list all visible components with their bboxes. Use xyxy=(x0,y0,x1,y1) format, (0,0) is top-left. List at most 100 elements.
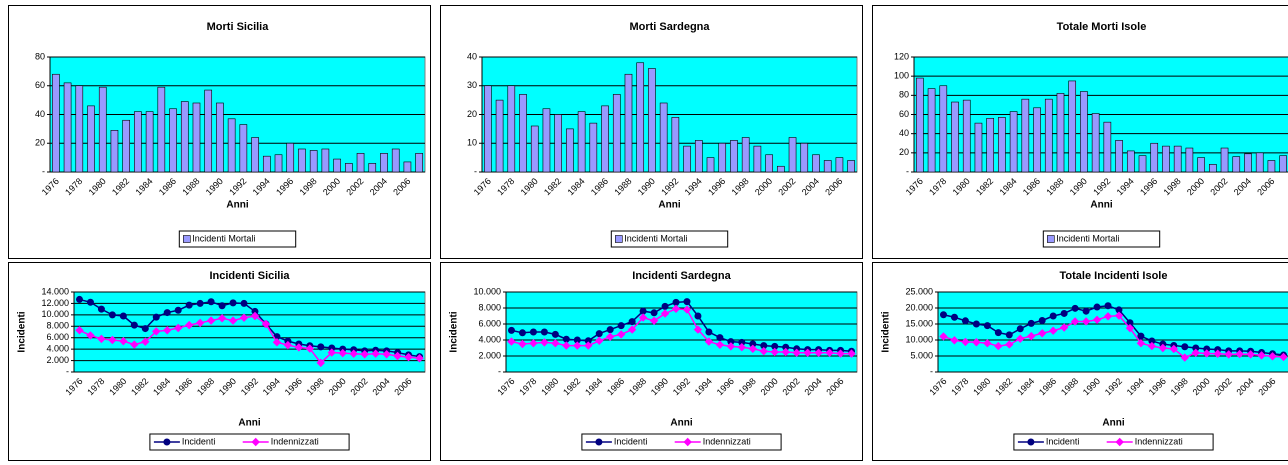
marker xyxy=(294,343,304,352)
bar xyxy=(391,148,400,173)
marker xyxy=(1005,340,1014,349)
marker xyxy=(1027,319,1035,327)
marker xyxy=(1235,349,1244,359)
bar xyxy=(1021,98,1030,173)
marker xyxy=(119,336,128,346)
marker xyxy=(814,348,823,358)
y-tick-label: 4.000 xyxy=(478,334,501,344)
marker xyxy=(1279,352,1288,362)
bar xyxy=(589,122,598,173)
marker xyxy=(540,328,548,336)
marker xyxy=(1049,312,1057,320)
bar xyxy=(1209,164,1217,173)
marker xyxy=(726,342,736,351)
marker xyxy=(1016,325,1024,333)
bar xyxy=(63,82,72,173)
marker xyxy=(595,336,604,346)
x-axis-title: Anni xyxy=(670,418,692,429)
bar xyxy=(636,62,645,173)
marker xyxy=(152,313,160,321)
bar xyxy=(1126,150,1135,173)
y-tick-label: - xyxy=(906,166,909,176)
marker xyxy=(382,350,391,359)
y-tick-label: 40 xyxy=(467,51,477,61)
marker xyxy=(393,351,402,361)
legend: Incidenti Indennizzati xyxy=(1013,433,1214,451)
bar xyxy=(927,88,936,173)
bar xyxy=(577,111,586,173)
marker xyxy=(1191,348,1200,358)
bar xyxy=(1279,155,1287,173)
bar xyxy=(624,73,633,173)
y-tick-label: 4.000 xyxy=(46,344,69,354)
x-axis-title: Anni xyxy=(1102,418,1124,429)
marker xyxy=(638,313,648,322)
y-tick-label: 6.000 xyxy=(46,332,69,342)
bar xyxy=(1056,93,1065,173)
bar xyxy=(601,105,609,173)
marker xyxy=(605,332,615,342)
legend: Incidenti Indennizzati xyxy=(581,433,782,451)
bar xyxy=(262,155,271,173)
y-tick-label: 60 xyxy=(899,109,909,119)
y-tick-label: - xyxy=(474,166,477,176)
marker xyxy=(639,307,647,315)
marker xyxy=(562,341,571,350)
marker xyxy=(617,322,625,330)
legend-swatch xyxy=(183,235,191,243)
bar xyxy=(554,114,562,173)
legend-box xyxy=(610,230,729,248)
bar xyxy=(75,85,84,173)
legend-box xyxy=(178,230,297,248)
marker xyxy=(1027,438,1035,446)
marker xyxy=(207,298,215,306)
bar xyxy=(530,125,539,173)
marker xyxy=(1114,311,1124,320)
marker xyxy=(1060,309,1068,317)
marker xyxy=(1180,353,1190,362)
y-tick-label: 80 xyxy=(35,51,45,61)
marker xyxy=(961,317,969,325)
x-axis-title: Anni xyxy=(238,418,260,429)
bar xyxy=(777,165,785,173)
bar xyxy=(671,117,680,173)
y-tick-label: - xyxy=(66,366,69,376)
marker xyxy=(218,302,226,310)
chart-title: Morti Sicilia xyxy=(207,21,270,33)
bar xyxy=(1255,152,1264,173)
legend-label: Incidenti Mortali xyxy=(192,233,255,243)
marker xyxy=(141,337,150,346)
bar xyxy=(145,111,154,173)
marker xyxy=(97,305,105,313)
bar xyxy=(1232,156,1241,173)
marker xyxy=(983,338,992,348)
marker xyxy=(1147,341,1157,351)
legend-label: Indennizzati xyxy=(1135,436,1183,446)
y-tick-label: 30 xyxy=(467,80,477,90)
legend-swatch xyxy=(615,235,623,243)
marker xyxy=(1093,303,1101,311)
marker xyxy=(1103,312,1113,321)
marker xyxy=(716,334,724,342)
legend-swatch xyxy=(1047,235,1055,243)
marker xyxy=(803,348,812,358)
legend-label: Indennizzati xyxy=(703,436,751,446)
marker xyxy=(551,330,559,338)
marker xyxy=(1224,350,1233,359)
bar xyxy=(718,142,727,173)
marker xyxy=(229,299,237,307)
marker xyxy=(152,327,161,336)
marker xyxy=(1115,437,1124,447)
bar xyxy=(368,163,377,173)
bar xyxy=(566,128,574,173)
bar xyxy=(730,140,738,173)
marker xyxy=(97,334,106,344)
chart-title: Totale Incidenti Isole xyxy=(1060,270,1168,282)
marker xyxy=(141,325,149,333)
bar xyxy=(648,68,656,173)
marker xyxy=(683,437,692,447)
y-tick-label: 2.000 xyxy=(478,350,501,360)
legend: Incidenti Mortali xyxy=(178,230,297,248)
marker xyxy=(119,312,127,320)
